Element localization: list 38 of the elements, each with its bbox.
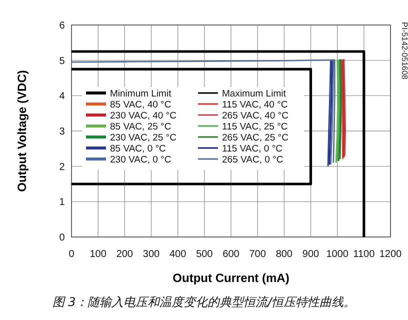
x-axis-title: Output Current (mA) bbox=[172, 271, 290, 285]
x-tick-label: 1200 bbox=[379, 249, 402, 260]
y-tick-label: 0 bbox=[59, 232, 66, 244]
legend-label: 85 VAC, 40 °C bbox=[110, 100, 172, 110]
y-tick-label: 4 bbox=[59, 91, 66, 102]
legend-label: 85 VAC, 0 °C bbox=[110, 144, 166, 154]
legend-label: 115 VAC, 40 °C bbox=[222, 100, 288, 110]
legend-label: 85 VAC, 25 °C bbox=[110, 122, 172, 132]
legend-label: 115 VAC, 0 °C bbox=[222, 144, 283, 154]
x-tick-label: 500 bbox=[196, 249, 214, 260]
y-tick-label: 6 bbox=[59, 20, 66, 32]
x-tick-label: 300 bbox=[142, 249, 160, 260]
legend-label: 230 VAC, 0 °C bbox=[110, 154, 172, 166]
x-tick-label: 1100 bbox=[353, 249, 376, 260]
legend-label: 230 VAC, 25 °C bbox=[110, 132, 177, 144]
y-tick-label: 3 bbox=[59, 126, 66, 138]
x-tick-label: 0 bbox=[68, 249, 75, 260]
y-tick-label: 2 bbox=[59, 162, 66, 173]
x-tick-label: 600 bbox=[222, 249, 240, 260]
x-tick-label: 1000 bbox=[326, 249, 349, 260]
caption: 图 3：随输入电压和温度变化的典型恒流/恒压特性曲线。 bbox=[52, 295, 356, 309]
text: PI-5142-051608 bbox=[400, 22, 408, 80]
y-tick-label: 5 bbox=[59, 56, 66, 67]
x-tick-label: 100 bbox=[90, 249, 107, 260]
legend-label: 265 VAC, 0 °C bbox=[222, 154, 284, 166]
legend-label: Minimum Limit bbox=[110, 88, 172, 100]
legend-label: 265 VAC, 25 °C bbox=[222, 132, 289, 144]
legend-label: 265 VAC, 40 °C bbox=[222, 110, 289, 122]
x-tick-label: 800 bbox=[276, 249, 293, 260]
y-tick-label: 1 bbox=[59, 197, 66, 208]
y-axis-title: Output Voltage (VDC) bbox=[15, 70, 29, 192]
legend-label: 230 VAC, 40 °C bbox=[110, 110, 177, 122]
x-tick-label: 400 bbox=[169, 249, 187, 260]
legend-label: 115 VAC, 25 °C bbox=[222, 122, 288, 132]
x-tick-label: 200 bbox=[116, 249, 134, 260]
legend-label: Maximum Limit bbox=[222, 88, 286, 100]
x-tick-label: 700 bbox=[249, 249, 266, 260]
x-tick-label: 900 bbox=[302, 249, 320, 260]
